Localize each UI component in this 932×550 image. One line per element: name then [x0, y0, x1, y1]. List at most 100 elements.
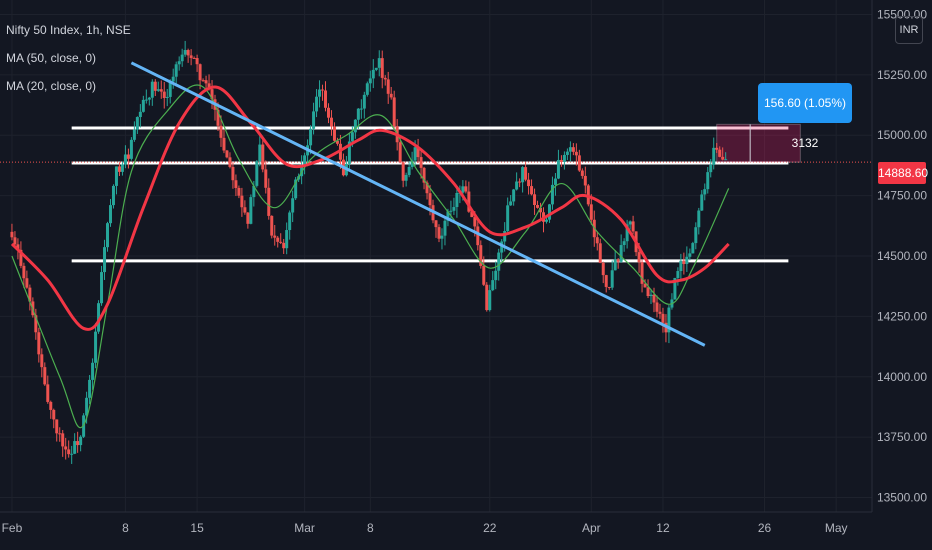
candle-body — [386, 79, 390, 94]
candle-body — [353, 119, 357, 133]
x-tick-label: 12 — [656, 521, 670, 535]
candle-body — [703, 189, 707, 195]
candle-body — [350, 132, 354, 142]
candle-body — [285, 230, 289, 249]
moving-averages — [10, 84, 730, 429]
candle-body — [491, 280, 495, 291]
candle-body — [437, 227, 441, 239]
candle-body — [580, 170, 584, 176]
candle-body — [652, 294, 656, 303]
candle-body — [556, 159, 560, 179]
candle-body — [282, 242, 286, 249]
candle-body — [724, 159, 728, 161]
candle-body — [595, 237, 599, 244]
candle-body — [249, 197, 253, 224]
candle-body — [111, 185, 115, 206]
candle-body — [676, 271, 680, 278]
candle-body — [673, 277, 677, 300]
candle-body — [694, 227, 698, 244]
candle-body — [198, 64, 202, 81]
candle-body — [321, 89, 325, 91]
candle-body — [76, 441, 80, 446]
candle-body — [61, 433, 65, 447]
candle-body — [28, 287, 32, 302]
candle-body — [46, 384, 50, 402]
candle-body — [539, 207, 543, 213]
candle-body — [428, 193, 432, 206]
candle-body — [509, 201, 513, 206]
candle-body — [389, 93, 393, 98]
candle-body — [524, 167, 528, 180]
candle-body — [294, 179, 298, 199]
y-tick-label: 15000.00 — [877, 128, 927, 142]
candle-body — [207, 83, 211, 90]
candle-body — [312, 111, 316, 129]
ma50-legend[interactable]: MA (50, close, 0) — [6, 51, 97, 65]
candle-body — [335, 140, 339, 144]
candle-body — [180, 54, 184, 62]
candle-body — [288, 212, 292, 231]
candle-body — [258, 144, 262, 162]
candle-body — [94, 331, 98, 363]
candle-body — [649, 294, 653, 297]
chart-legend: Nifty 50 Index, 1h, NSE MA (50, close, 0… — [6, 16, 131, 100]
candle-body — [536, 205, 540, 208]
candle-body — [646, 287, 650, 297]
candle-body — [407, 166, 411, 175]
candle-body — [183, 50, 187, 55]
y-tick-label: 14000.00 — [877, 370, 927, 384]
candle-body — [440, 235, 444, 239]
candle-body — [479, 245, 483, 266]
measure-area — [716, 123, 801, 163]
y-tick-label: 13750.00 — [877, 430, 927, 444]
y-axis-panel — [872, 0, 932, 550]
candle-body — [255, 161, 259, 186]
candle-body — [123, 154, 127, 165]
candle-body — [356, 108, 360, 120]
y-axis: 13500.00 13750.00 14000.00 14250.00 14500.00… — [871, 0, 932, 550]
candle-body — [79, 436, 83, 446]
candle-body — [452, 207, 456, 211]
candle-body — [544, 219, 548, 222]
candle-body — [530, 186, 534, 195]
candle-body — [114, 166, 118, 186]
candle-body — [610, 270, 614, 288]
candle-body — [153, 81, 157, 91]
candle-body — [362, 94, 366, 109]
symbol-title[interactable]: Nifty 50 Index, 1h, NSE — [6, 23, 131, 37]
candle-body — [291, 198, 295, 213]
candle-body — [25, 278, 29, 288]
candle-body — [270, 215, 274, 236]
candle-body — [189, 55, 193, 58]
candle-body — [709, 164, 713, 173]
measure-tooltip: 156.60 (1.05%) 3132 — [758, 83, 852, 150]
candle-body — [240, 195, 244, 208]
candle-body — [616, 259, 620, 262]
candle-body — [718, 149, 722, 157]
currency-badge[interactable]: INR — [895, 16, 923, 44]
candle-body — [559, 159, 563, 162]
candle-body — [568, 147, 572, 152]
candle-body — [506, 205, 510, 232]
candle-body — [365, 83, 369, 95]
candle-body — [604, 275, 608, 287]
grid — [0, 0, 872, 512]
candle-body — [607, 286, 611, 288]
candle-body — [222, 137, 226, 151]
candle-body — [174, 64, 178, 77]
candle-body — [503, 231, 507, 242]
trendline — [130, 61, 706, 347]
candle-body — [326, 107, 330, 118]
candles — [10, 40, 728, 464]
candle-body — [679, 260, 683, 272]
candle-body — [347, 141, 351, 164]
candle-body — [129, 139, 133, 159]
y-tick-label: 15500.00 — [877, 7, 927, 21]
ma20-legend[interactable]: MA (20, close, 0) — [6, 79, 97, 93]
candle-body — [318, 89, 322, 97]
candle-body — [512, 189, 516, 202]
candle-body — [192, 57, 196, 59]
candle-body — [243, 207, 247, 213]
candle-body — [162, 91, 166, 98]
